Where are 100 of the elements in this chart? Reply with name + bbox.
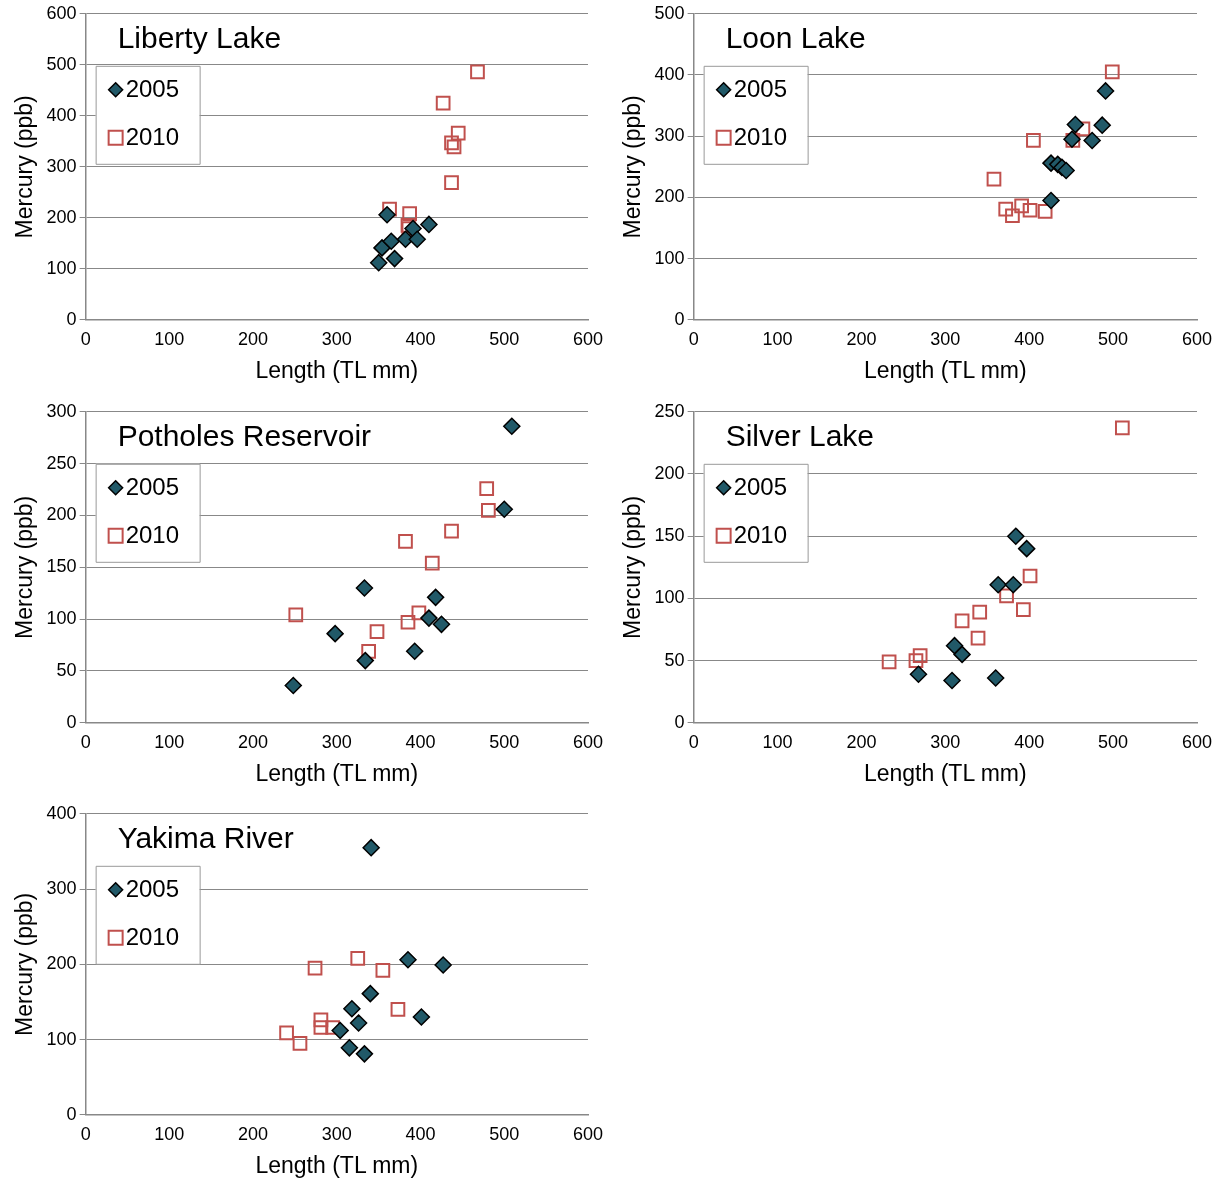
chart-title: Yakima River xyxy=(117,821,294,855)
point xyxy=(424,555,440,571)
point xyxy=(284,676,303,695)
y-tick-label: 400 xyxy=(46,104,77,125)
point xyxy=(288,607,304,623)
point xyxy=(470,64,485,80)
point xyxy=(292,1035,308,1051)
y-tick-label: 200 xyxy=(46,504,77,525)
x-tick-label: 200 xyxy=(238,731,269,752)
point xyxy=(954,613,970,629)
x-tick-label: 500 xyxy=(489,731,520,752)
point xyxy=(1017,539,1036,558)
point xyxy=(1037,204,1053,219)
chart-title: Potholes Reservoir xyxy=(117,419,372,453)
x-tick-label: 100 xyxy=(762,328,793,349)
point xyxy=(1005,208,1020,224)
point xyxy=(444,175,459,190)
y-tick-label: 300 xyxy=(46,878,77,899)
legend-label: 2005 xyxy=(125,75,180,103)
point xyxy=(908,653,924,668)
x-tick-label: 500 xyxy=(489,1123,520,1144)
point xyxy=(369,624,385,639)
x-tick-label: 500 xyxy=(489,328,520,349)
x-tick-label: 600 xyxy=(572,1123,604,1144)
point xyxy=(912,648,928,663)
y-axis-title: Mercury (ppb) xyxy=(619,495,646,639)
x-tick-label: 400 xyxy=(405,1123,436,1144)
y-tick-label: 100 xyxy=(654,247,685,268)
point xyxy=(1104,64,1120,80)
y-tick-label: 200 xyxy=(46,206,77,227)
point xyxy=(970,630,986,646)
point xyxy=(953,645,971,664)
y-axis-title: Mercury (ppb) xyxy=(11,95,38,239)
point xyxy=(313,1020,329,1035)
x-tick-label: 600 xyxy=(1181,328,1213,349)
point xyxy=(1083,131,1101,150)
x-tick-label: 400 xyxy=(1014,731,1045,752)
x-tick-label: 600 xyxy=(572,328,604,349)
legend-label: 2010 xyxy=(125,923,180,951)
point xyxy=(999,588,1014,604)
chart-title: Liberty Lake xyxy=(117,21,282,55)
point xyxy=(1093,116,1111,134)
point xyxy=(355,579,374,597)
point xyxy=(349,1014,368,1032)
y-axis-title: Mercury (ppb) xyxy=(11,892,38,1036)
point xyxy=(1022,202,1038,218)
x-tick-label: 100 xyxy=(154,731,185,752)
x-tick-label: 0 xyxy=(80,731,91,752)
y-tick-label: 200 xyxy=(46,953,77,974)
x-tick-label: 500 xyxy=(1098,731,1129,752)
point xyxy=(340,1039,359,1057)
point xyxy=(350,950,366,966)
point xyxy=(998,201,1014,217)
point xyxy=(405,642,424,661)
point xyxy=(426,588,445,607)
x-tick-label: 200 xyxy=(846,328,877,349)
point xyxy=(361,984,380,1003)
x-axis-title: Length (TL mm) xyxy=(255,759,419,786)
point xyxy=(972,604,988,620)
point xyxy=(382,201,397,217)
x-tick-label: 0 xyxy=(80,328,91,349)
x-tick-label: 300 xyxy=(930,328,961,349)
x-axis-title: Length (TL mm) xyxy=(255,1151,419,1178)
y-tick-label: 100 xyxy=(654,587,685,608)
y-tick-label: 500 xyxy=(654,2,685,23)
x-tick-label: 0 xyxy=(80,1123,91,1144)
point xyxy=(1007,527,1025,545)
point xyxy=(361,643,376,659)
y-tick-label: 200 xyxy=(654,186,685,207)
y-tick-label: 0 xyxy=(674,308,685,329)
point xyxy=(385,249,404,268)
x-tick-label: 0 xyxy=(688,328,699,349)
point xyxy=(279,1025,294,1041)
x-tick-label: 600 xyxy=(572,731,604,752)
point xyxy=(479,481,495,496)
y-tick-label: 500 xyxy=(46,53,77,74)
y-tick-label: 150 xyxy=(46,556,77,577)
legend-label: 2005 xyxy=(125,473,180,501)
point xyxy=(986,669,1005,687)
y-tick-label: 250 xyxy=(654,400,685,421)
legend-label: 2010 xyxy=(125,123,180,151)
point xyxy=(945,636,964,655)
y-tick-label: 150 xyxy=(654,525,685,546)
point xyxy=(398,534,413,549)
point xyxy=(444,135,459,151)
point xyxy=(432,615,451,634)
x-tick-label: 100 xyxy=(154,1123,185,1144)
y-tick-label: 0 xyxy=(66,308,77,329)
y-tick-label: 400 xyxy=(46,802,77,823)
x-tick-label: 200 xyxy=(846,731,877,752)
legend-label: 2010 xyxy=(733,123,788,151)
point xyxy=(1004,575,1023,594)
legend-label: 2010 xyxy=(125,521,180,549)
point xyxy=(434,956,452,974)
point xyxy=(356,651,375,670)
x-axis-title: Length (TL mm) xyxy=(863,759,1027,786)
point xyxy=(1075,121,1091,137)
x-tick-label: 100 xyxy=(154,328,185,349)
x-tick-label: 400 xyxy=(1014,328,1045,349)
point xyxy=(450,125,466,141)
